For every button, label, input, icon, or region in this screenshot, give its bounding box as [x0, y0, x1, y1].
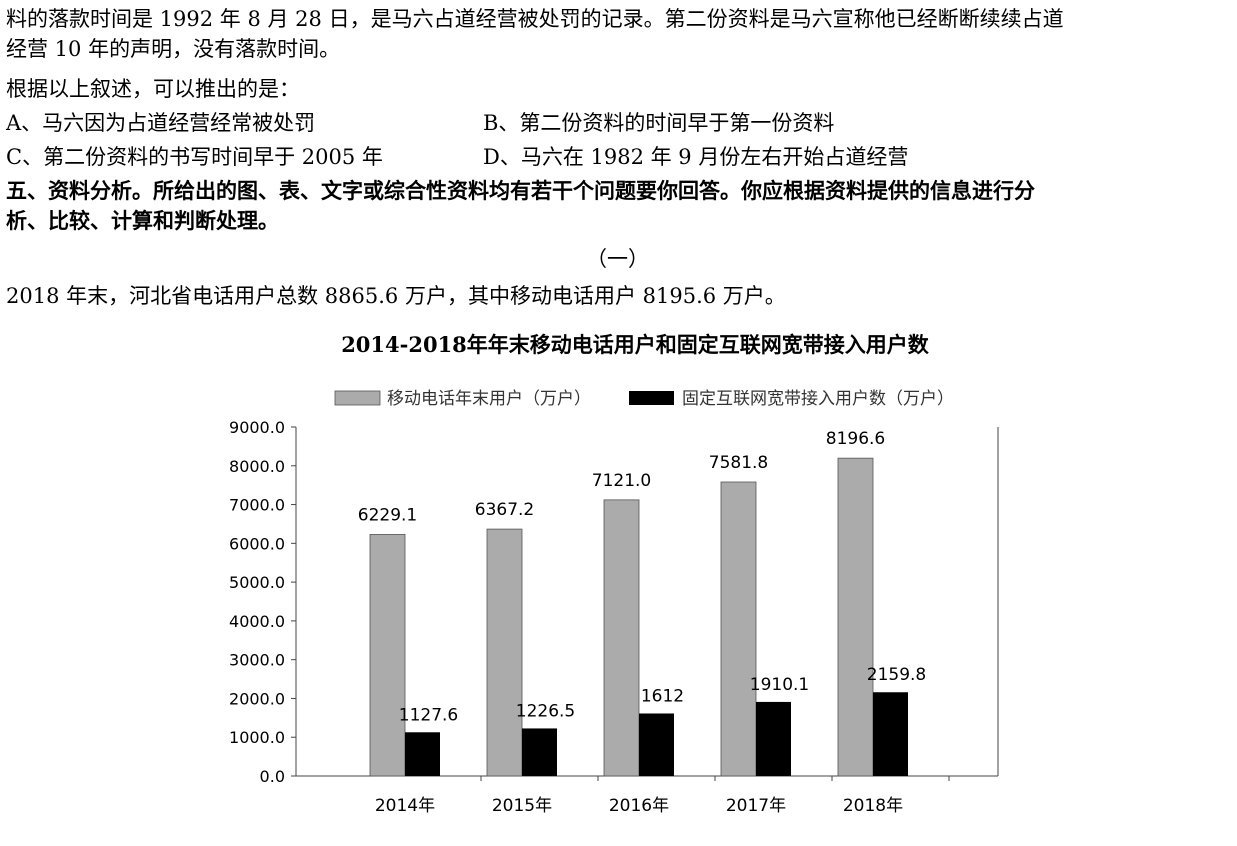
data-label-broadband-users: 1910.1 [750, 675, 809, 695]
bar-broadband-users [639, 713, 674, 776]
data-label-mobile-users: 6229.1 [358, 505, 417, 525]
bar-broadband-users [873, 692, 908, 776]
bar-mobile-users [369, 534, 406, 777]
chart-title: 2014-2018年年末移动电话用户和固定互联网宽带接入用户数 [341, 332, 930, 357]
data-label-broadband-users: 2159.8 [867, 665, 926, 685]
x-tick-label: 2015年 [492, 796, 552, 816]
bar-broadband-users [405, 732, 440, 776]
section-heading-line-1: 五、资料分析。所给出的图、表、文字或综合性资料均有若干个问题要你回答。你应根据资… [6, 179, 1035, 203]
paragraph-line-2: 经营 10 年的声明，没有落款时间。 [6, 37, 341, 61]
intro-paragraph: 2018 年末，河北省电话用户总数 8865.6 万户，其中移动电话用户 819… [6, 284, 786, 308]
data-label-mobile-users: 8196.6 [826, 429, 885, 449]
x-tick-label: 2018年 [843, 796, 903, 816]
y-tick-label: 7000.0 [229, 496, 285, 515]
chart-bars: 6229.1 1127.6 6367.2 1226.5 7121.0 1612 7581.8… [358, 429, 926, 777]
y-tick-label: 0.0 [260, 767, 285, 786]
y-tick-label: 9000.0 [229, 418, 285, 437]
x-tick-label: 2014年 [375, 796, 435, 816]
bar-mobile-users [486, 528, 523, 777]
y-tick-label: 5000.0 [229, 573, 285, 592]
y-tick-label: 1000.0 [229, 728, 285, 747]
bar-broadband-users [522, 728, 557, 776]
bar-mobile-users [603, 499, 640, 777]
question-prompt: 根据以上叙述，可以推出的是： [6, 77, 300, 101]
data-label-mobile-users: 7121.0 [592, 471, 651, 491]
y-tick-label: 8000.0 [229, 457, 285, 476]
data-label-broadband-users: 1226.5 [516, 701, 575, 721]
option-d: D、马六在 1982 年 9 月份左右开始占道经营 [483, 145, 909, 169]
legend-label-mobile: 移动电话年末用户（万户） [387, 389, 591, 409]
option-a: A、马六因为占道经营经常被处罚 [6, 111, 316, 135]
legend-swatch-mobile [334, 390, 381, 406]
option-b: B、第二份资料的时间早于第一份资料 [483, 111, 835, 135]
option-c: C、第二份资料的书写时间早于 2005 年 [6, 145, 383, 169]
bar-mobile-users [720, 481, 757, 777]
bar-broadband-users [756, 701, 791, 776]
data-label-broadband-users: 1127.6 [399, 705, 458, 725]
y-tick-label: 2000.0 [229, 689, 285, 708]
subsection-marker: （一） [586, 247, 649, 271]
y-tick-label: 4000.0 [229, 612, 285, 631]
data-label-mobile-users: 7581.8 [709, 453, 768, 473]
y-tick-label: 6000.0 [229, 534, 285, 553]
data-label-broadband-users: 1612 [641, 686, 684, 706]
paragraph-line-1: 料的落款时间是 1992 年 8 月 28 日，是马六占道经营被处罚的记录。第二… [6, 7, 1064, 31]
x-tick-label: 2016年 [609, 796, 669, 816]
legend-label-broadband: 固定互联网宽带接入用户数（万户） [682, 389, 954, 409]
x-tick-label: 2017年 [726, 796, 786, 816]
chart-axes: 0.0 1000.0 2000.0 3000.0 4000.0 5000.0 6000.0 7… [229, 418, 999, 816]
section-heading-line-2: 析、比较、计算和判断处理。 [6, 209, 279, 233]
chart-legend: 移动电话年末用户（万户） 固定互联网宽带接入用户数（万户） [334, 389, 954, 409]
data-label-mobile-users: 6367.2 [475, 500, 534, 520]
y-tick-label: 3000.0 [229, 651, 285, 670]
bar-chart: 2014-2018年年末移动电话用户和固定互联网宽带接入用户数 移动电话年末用户… [229, 332, 999, 816]
bar-mobile-users [837, 457, 874, 777]
legend-swatch-broadband [629, 391, 674, 405]
